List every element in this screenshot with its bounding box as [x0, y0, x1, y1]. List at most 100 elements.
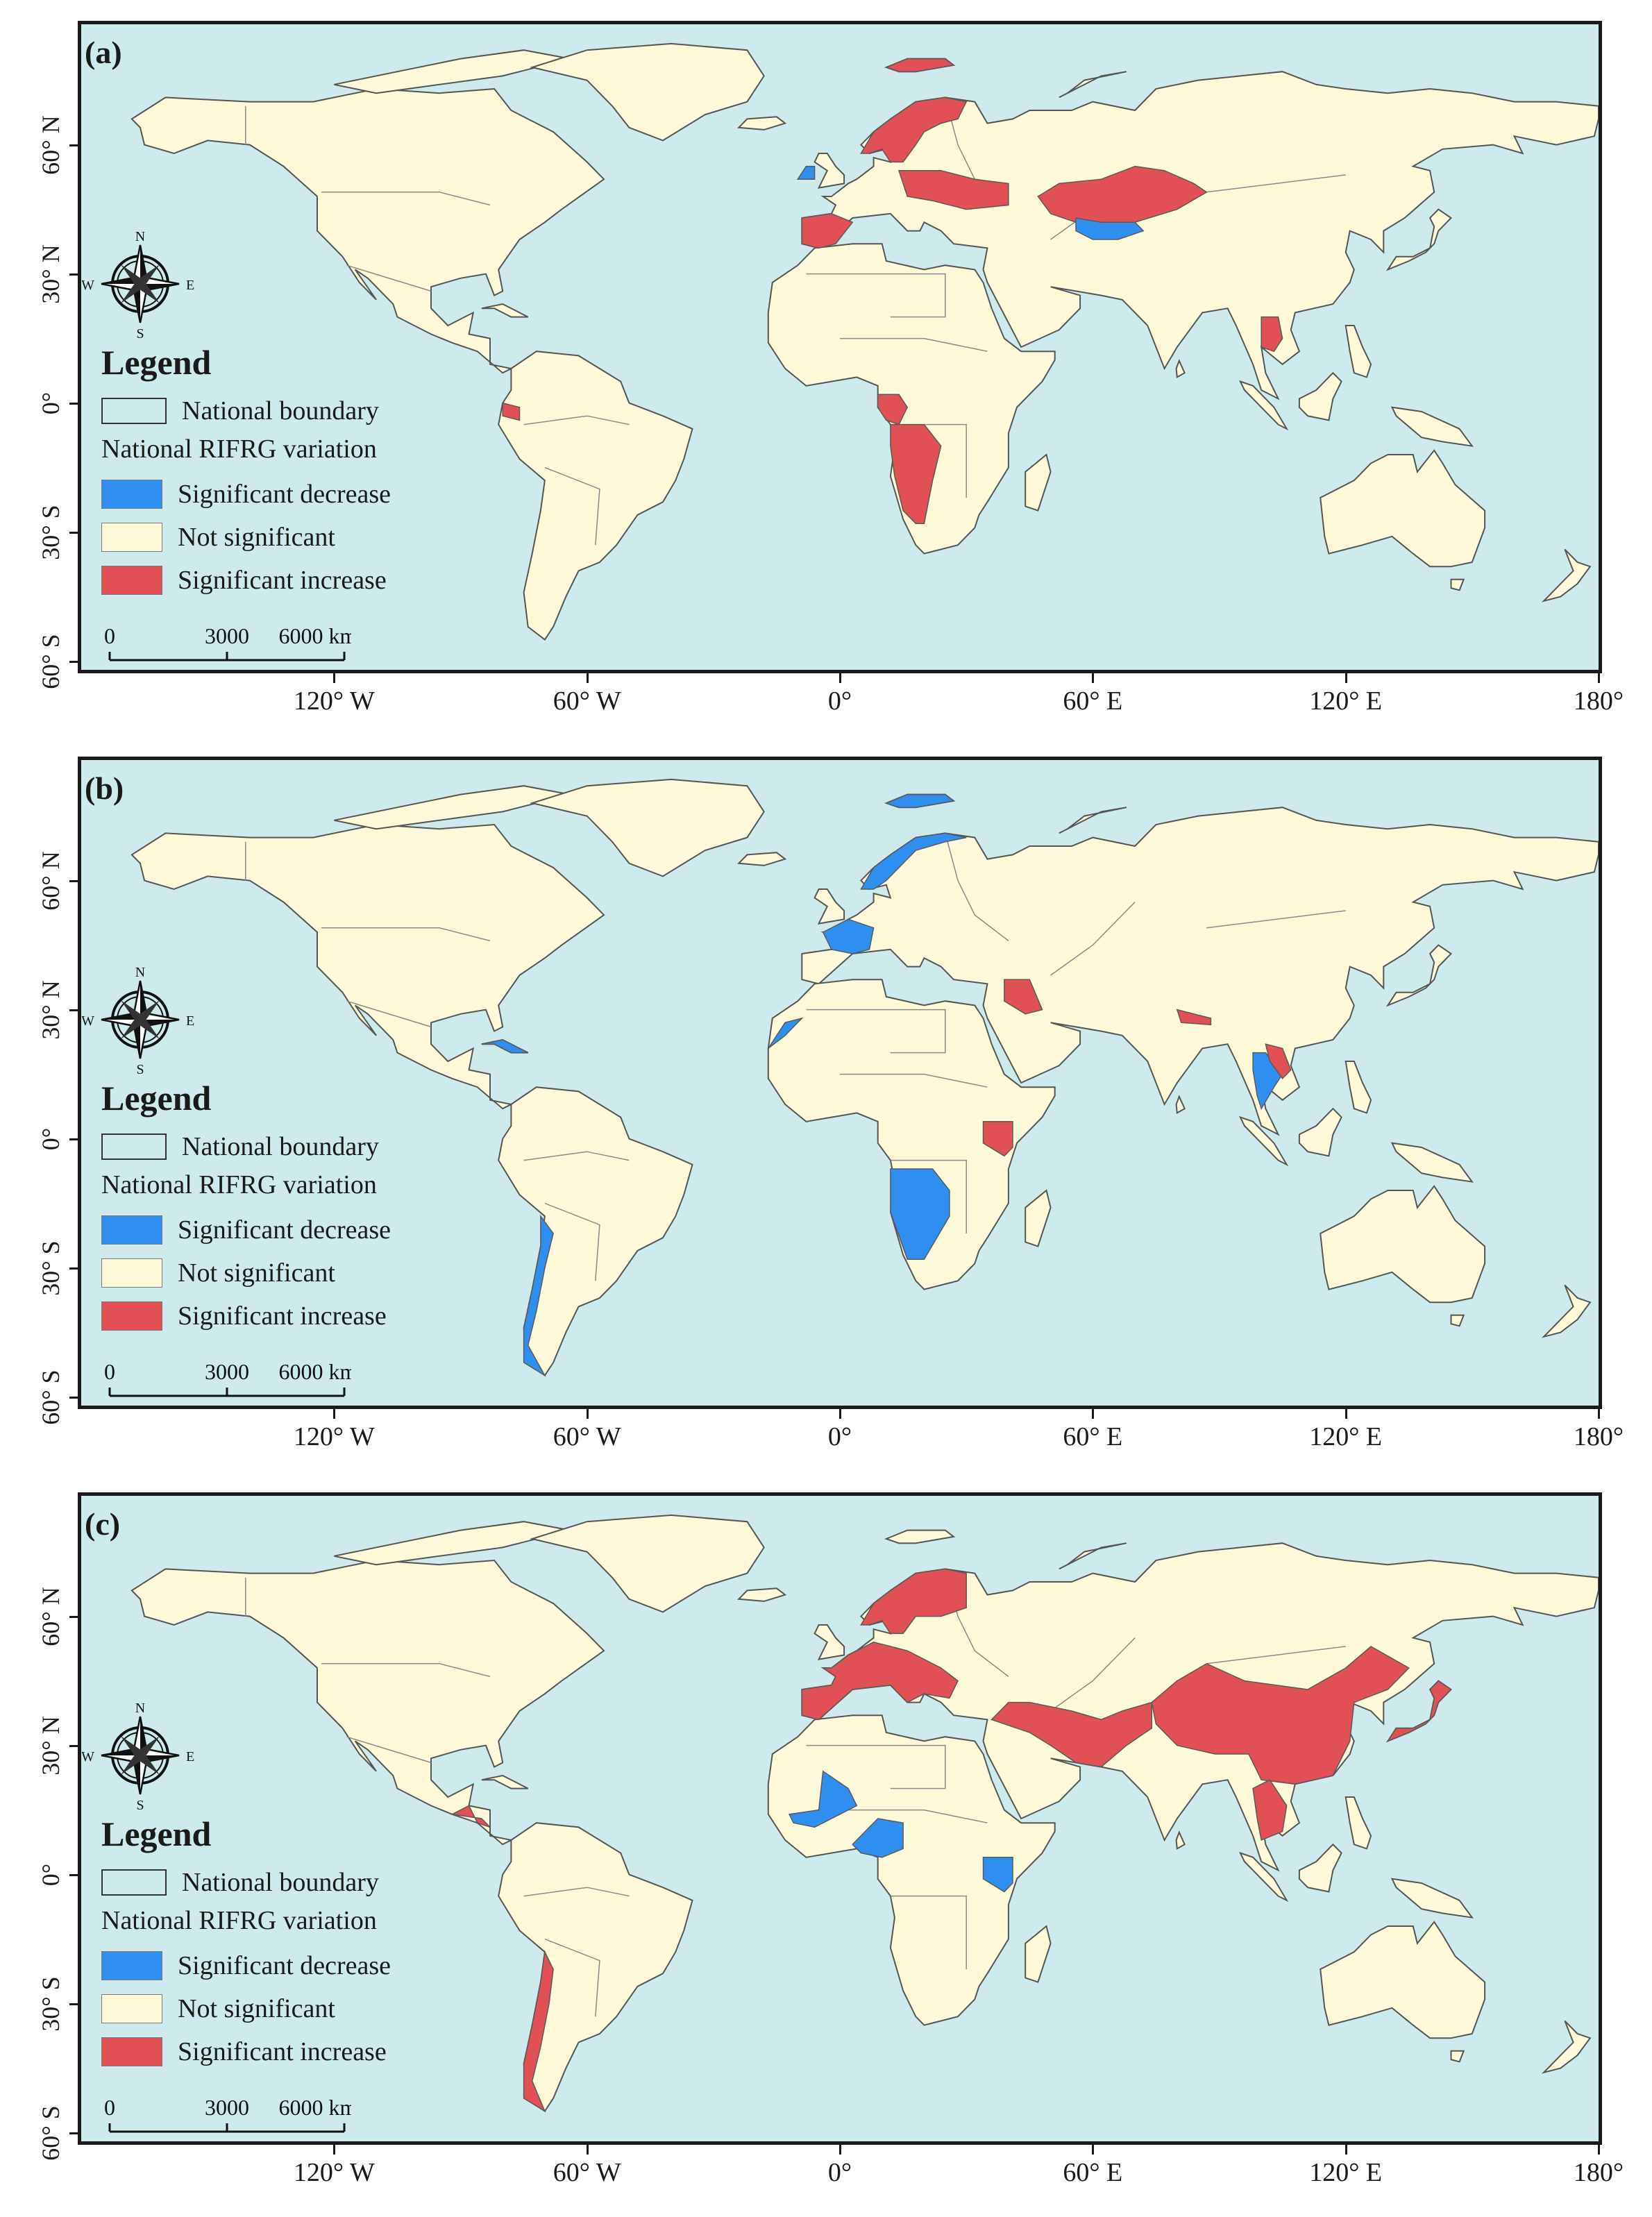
legend-item-label: Significant decrease: [178, 480, 391, 509]
legend-item: Significant increase: [101, 559, 391, 602]
x-tick-label: 120° E: [1309, 686, 1383, 716]
x-tick-label: 60° W: [553, 2158, 621, 2187]
country-border: [1050, 902, 1136, 976]
land-britain: [814, 153, 845, 189]
y-tick-label: 30° N: [37, 1715, 65, 1776]
y-tick-label: 30° S: [37, 504, 65, 560]
x-tick-mark: [1092, 2145, 1095, 2155]
country-border: [840, 1073, 988, 1088]
land-philippines: [1345, 1796, 1372, 1850]
x-tick-label: 180°: [1573, 2158, 1624, 2187]
x-tick-mark: [1598, 1409, 1600, 1419]
region-europe: [801, 1642, 959, 1721]
region-kazakhstan: [1037, 165, 1208, 223]
legend-item-label: Significant increase: [178, 1301, 387, 1331]
land-greenland: [529, 778, 765, 877]
region-japan: [1386, 1680, 1452, 1742]
y-tick-label: 0°: [37, 1863, 65, 1886]
land-new-zealand: [1541, 2020, 1592, 2074]
x-tick-label: 120° W: [293, 1422, 375, 1451]
x-tick-label: 180°: [1573, 1422, 1624, 1451]
boundary-label: National boundary: [182, 396, 379, 425]
y-tick-label: 60° S: [37, 2105, 65, 2161]
land-sri-lanka: [1175, 1095, 1186, 1115]
land-south-america: [498, 1822, 693, 2113]
map-frame: [78, 757, 1602, 1409]
region-svalbard: [884, 793, 955, 808]
country-border: [806, 1009, 946, 1054]
scale-label: 3000: [205, 1359, 249, 1384]
land-new-guinea: [1390, 406, 1474, 447]
y-tick-mark: [69, 2132, 79, 2134]
country-border: [1050, 1637, 1136, 1712]
north-arrow-compass-icon: N S E W: [82, 229, 194, 342]
map-frame: [78, 1492, 1602, 2145]
x-tick-mark: [1345, 2145, 1347, 2155]
land-north-america: [130, 823, 605, 1110]
legend-item: Not significant: [101, 516, 391, 559]
map-panel-b: (b) N S E W Legend National boundary Nationa…: [0, 746, 1652, 1475]
legend-subtitle: National RIFRG variation: [101, 435, 377, 464]
country-border: [346, 264, 432, 292]
land-novaya-zemlya: [1059, 71, 1127, 99]
region-chile: [523, 1950, 554, 2113]
scale-label: 3000: [205, 2095, 249, 2120]
country-border: [321, 927, 491, 942]
y-tick-mark: [69, 660, 79, 663]
region-kenya: [982, 1857, 1013, 1893]
land-japan: [1385, 208, 1453, 271]
land-new-zealand: [1541, 1284, 1592, 1338]
region-norway: [860, 832, 967, 890]
y-tick-label: 60° S: [37, 1369, 65, 1425]
x-tick-mark: [586, 1409, 589, 1419]
country-border: [806, 273, 946, 318]
compass-s-label: S: [136, 1798, 144, 1813]
region-angola: [890, 423, 942, 524]
land-philippines: [1345, 325, 1372, 378]
region-france: [822, 918, 875, 954]
y-tick-label: 60° S: [37, 633, 65, 689]
scale-label: 3000: [205, 623, 249, 648]
x-tick-label: 60° E: [1063, 1422, 1123, 1451]
x-tick-mark: [1092, 673, 1095, 683]
land-sri-lanka: [1175, 1830, 1186, 1851]
x-tick-mark: [333, 673, 336, 683]
legend-subtitle: National RIFRG variation: [101, 1170, 377, 1199]
country-border: [544, 1938, 600, 2017]
region-central-america: [450, 1805, 491, 1828]
panel-label: (b): [85, 770, 124, 806]
compass-e-label: E: [186, 278, 194, 293]
scale-bar: 0 3000 6000 km: [104, 2095, 351, 2133]
region-ireland: [796, 165, 816, 180]
y-tick-label: 30° N: [37, 979, 65, 1040]
land-tasmania: [1450, 578, 1465, 591]
scale-label: 0: [104, 1359, 115, 1384]
land-iceland: [737, 116, 787, 130]
legend-swatch: [101, 2037, 162, 2066]
country-border: [945, 833, 1009, 941]
boundary-swatch: [101, 398, 167, 424]
scale-label: 6000 km: [279, 2095, 351, 2120]
y-tick-mark: [69, 402, 79, 405]
x-tick-mark: [333, 1409, 336, 1419]
land-tasmania: [1450, 2050, 1465, 2063]
land-greenland: [529, 1514, 765, 1613]
scale-bar: 0 3000 6000 km: [104, 623, 351, 661]
legend-item-label: Not significant: [178, 1994, 335, 2023]
legend-title: Legend: [101, 1079, 212, 1118]
land-australia: [1320, 1921, 1486, 2039]
legend-boundary-row: National boundary: [101, 394, 391, 428]
land-borneo: [1298, 371, 1342, 421]
legend-item-label: Significant decrease: [178, 1951, 391, 1980]
legend-item: Significant decrease: [101, 1208, 391, 1251]
compass-w-label: W: [82, 1749, 94, 1764]
x-tick-mark: [1598, 2145, 1600, 2155]
region-indochina: [1252, 1779, 1288, 1841]
legend-item: Significant decrease: [101, 473, 391, 516]
x-tick-label: 0°: [827, 1422, 852, 1451]
boundary-swatch: [101, 1869, 167, 1896]
land-cuba: [481, 1774, 529, 1789]
legend: Legend National boundary National RIFRG …: [101, 342, 391, 602]
y-tick-mark: [69, 531, 79, 534]
x-tick-mark: [1092, 1409, 1095, 1419]
